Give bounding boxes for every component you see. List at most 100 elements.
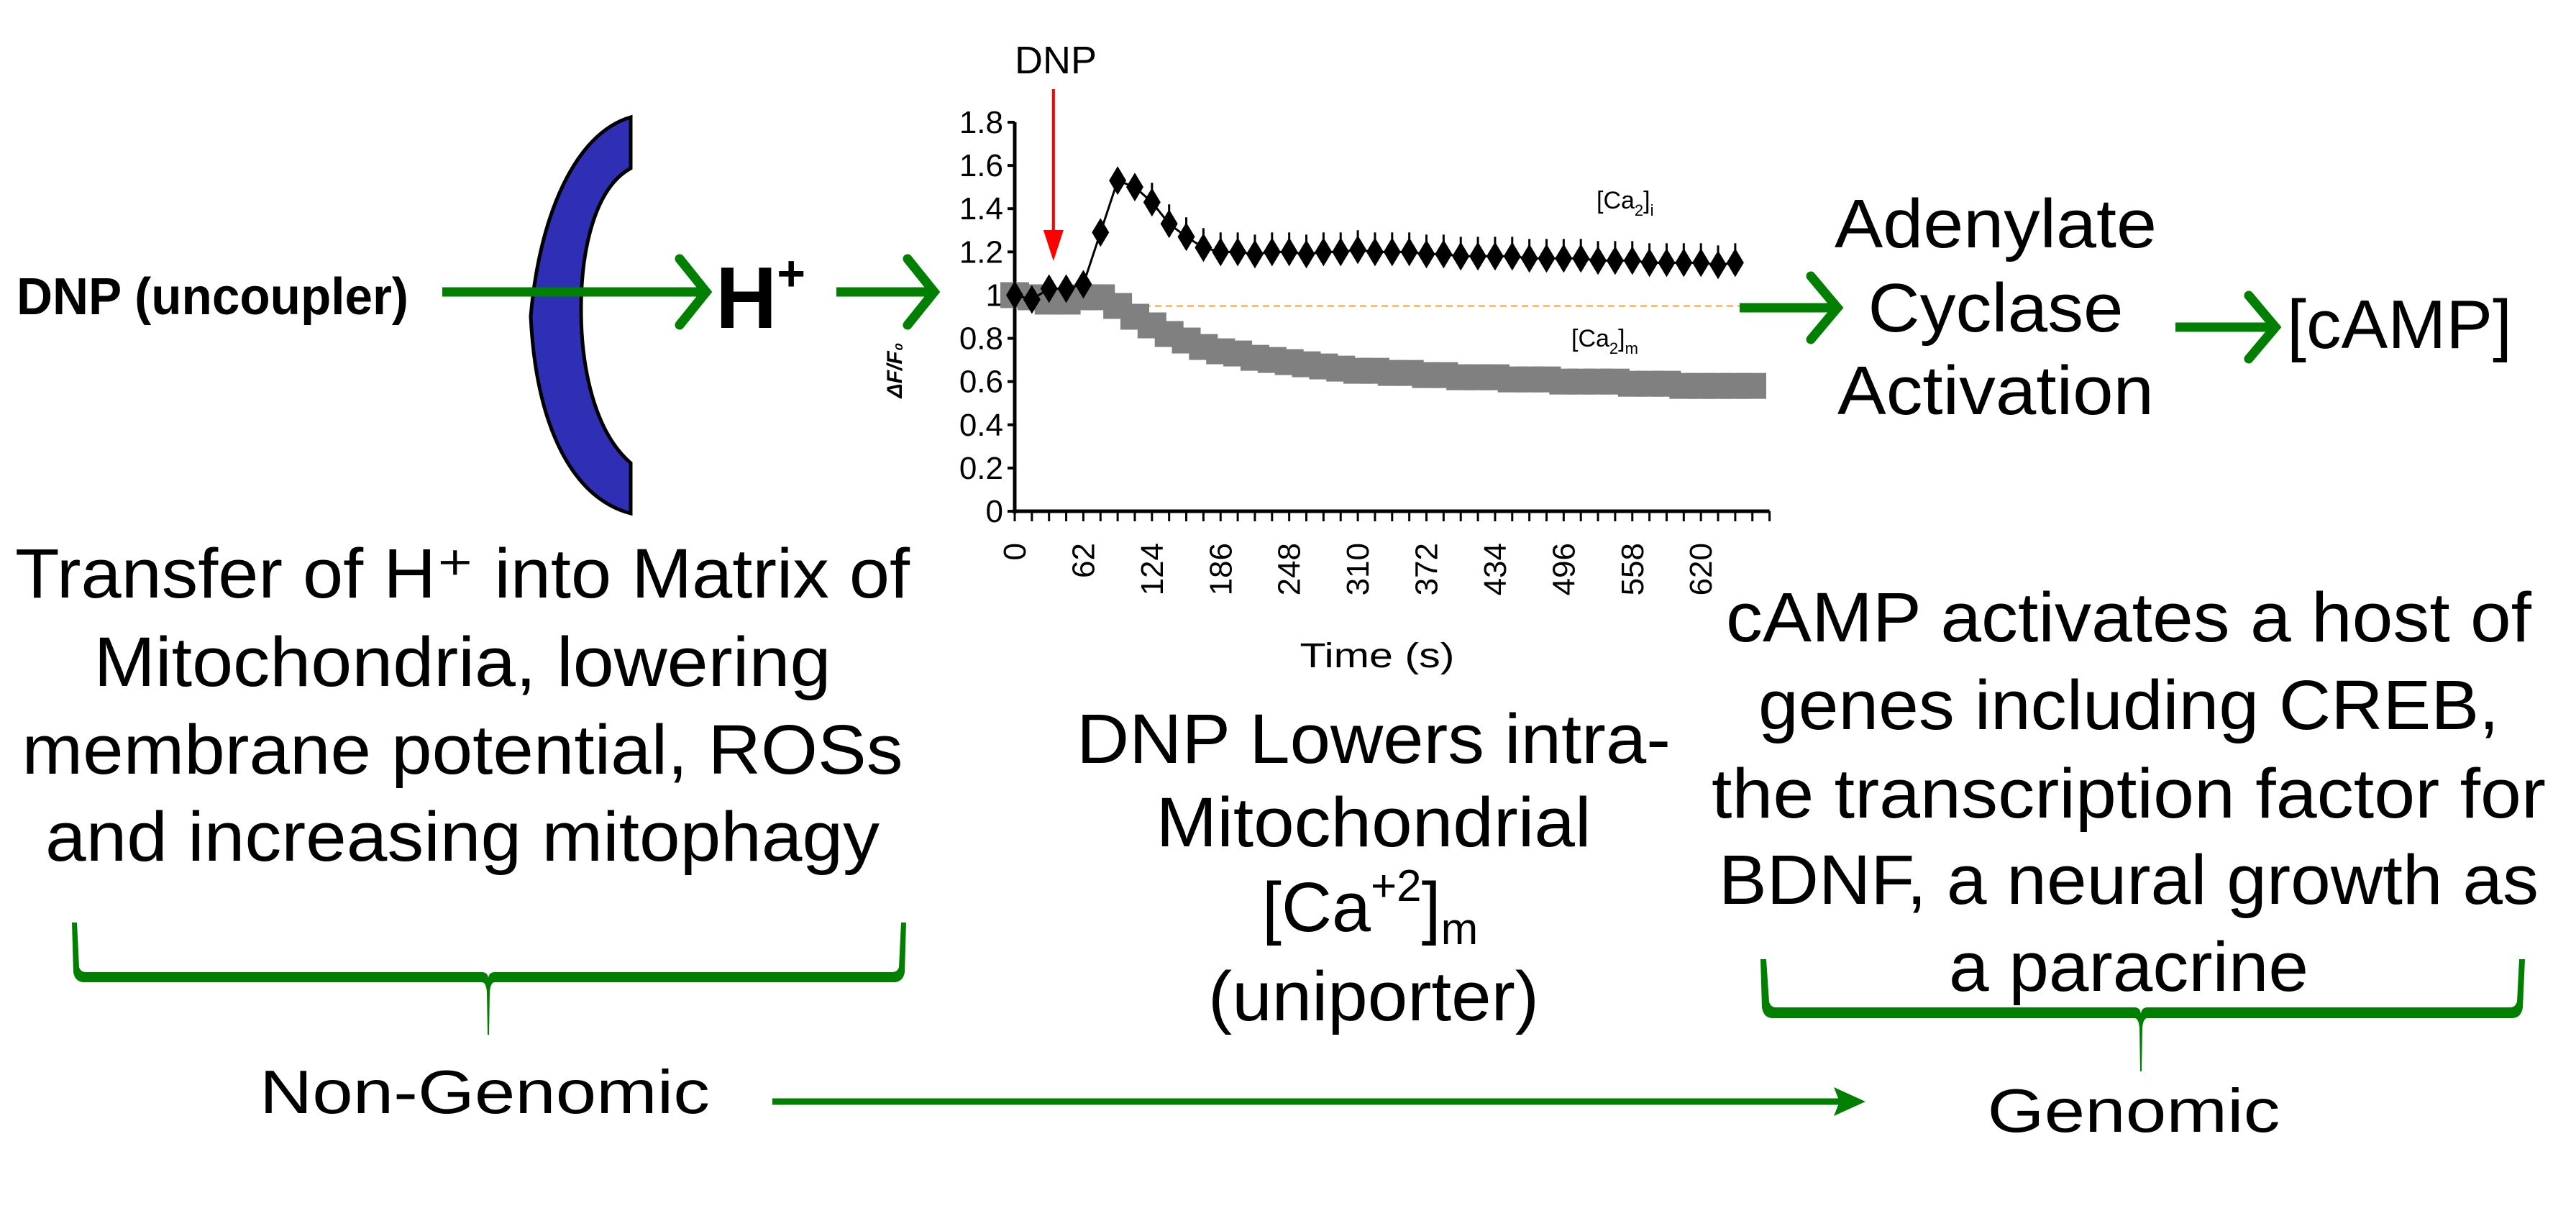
ca-i-data-point <box>1109 166 1127 196</box>
ca-i-data-point <box>1383 237 1401 267</box>
arrow-cyclase-to-camp <box>2175 290 2282 364</box>
x-tick-label: 0 <box>997 543 1033 560</box>
ca-i-data-point <box>1709 250 1727 280</box>
series-label-ca-i: [Ca2]i <box>1597 187 1654 219</box>
ca-i-data-point <box>1469 242 1487 271</box>
dnp-marker-label: DNP <box>1015 39 1097 82</box>
dnp-uncoupler-label: DNP (uncoupler) <box>17 268 408 326</box>
adenylate-cyclase-activation: Adenylate Cyclase Activation <box>1835 186 2157 429</box>
ca-i-data-point <box>1160 209 1178 239</box>
dnp-addition-arrowhead-icon <box>1043 230 1064 261</box>
ca-i-data-point <box>1435 239 1453 269</box>
ca-i-data-point <box>1229 237 1247 267</box>
ca-i-data-point <box>1315 237 1333 267</box>
ca-i-data-point <box>1417 239 1435 269</box>
x-tick-label: 496 <box>1546 543 1581 595</box>
uniporter-label: (uniporter) <box>1208 957 1539 1035</box>
ca-i-data-point <box>1332 237 1350 267</box>
x-tick-label: 248 <box>1272 543 1307 595</box>
ca-i-data-point <box>1538 244 1556 273</box>
y-tick-label: 0.6 <box>959 365 1003 400</box>
right-description-line: the transcription factor for <box>1712 754 2546 833</box>
chart-plot-area: 0 0.2 0.4 0.6 0.8 1 1.2 1.4 1.6 1.8 0 62 124 186 248 31… <box>959 89 1771 595</box>
x-tick-label: 620 <box>1684 543 1719 595</box>
ca-i-data-point <box>1606 246 1624 275</box>
ca-i-data-point <box>1125 173 1143 202</box>
ca-i-data-point <box>1263 237 1281 267</box>
left-description-line: and increasing mitophagy <box>45 797 880 876</box>
ca-i-data-point <box>1572 244 1590 273</box>
x-tick-label: 558 <box>1615 543 1650 595</box>
ca-m-data-point <box>1737 372 1766 399</box>
ca-i-data-point <box>1658 248 1676 278</box>
right-brace-icon <box>1760 959 2525 1071</box>
x-tick-label: 372 <box>1410 543 1445 595</box>
ca-i-data-point <box>1143 188 1161 217</box>
right-description-line: BDNF, a neural growth as <box>1719 841 2539 919</box>
ca-i-data-point <box>1040 274 1058 303</box>
h-ion-label: H+ <box>716 245 805 347</box>
right-description-line: cAMP activates a host of <box>1726 578 2532 656</box>
arrow-h-ion-to-chart <box>836 254 941 330</box>
ca-i-data-point <box>1675 248 1693 278</box>
ca-i-data-point <box>1246 239 1264 269</box>
y-tick-label: 1 <box>986 278 1003 313</box>
left-description: Transfer of H⁺ into Matrix of Mitochondr… <box>15 534 910 876</box>
mitochondrial-membrane-icon <box>529 114 633 516</box>
ca-i-data-point <box>1452 242 1470 271</box>
camp-label: [cAMP] <box>2287 286 2512 363</box>
arrow-chart-to-adenylate-cyclase <box>1740 271 1844 344</box>
right-description-line: a paracrine <box>1949 928 2308 1006</box>
enzyme-line: Cyclase <box>1868 270 2124 347</box>
ca-m-label: [Ca+2]m <box>1262 861 1478 954</box>
x-tick-label: 124 <box>1135 543 1170 595</box>
left-brace-icon <box>72 923 906 1035</box>
y-tick-label: 1.8 <box>959 105 1003 140</box>
non-genomic-label: Non-Genomic <box>260 1058 710 1127</box>
ca-i-data-point <box>1349 235 1367 265</box>
ca-i-data-point <box>1555 244 1573 273</box>
ca-i-data-point <box>1503 242 1521 271</box>
x-tick-label: 62 <box>1066 543 1101 578</box>
y-tick-label: 0.4 <box>959 408 1003 443</box>
ca-i-data-point <box>1212 237 1230 267</box>
series-label-ca-m: [Ca2]m <box>1571 325 1638 357</box>
ca-i-data-point <box>1640 248 1658 278</box>
right-description-line: genes including CREB, <box>1758 666 2499 744</box>
ca-i-data-point <box>1726 248 1744 278</box>
ca-i-data-point <box>1006 280 1023 310</box>
y-tick-label: 0.2 <box>959 451 1003 486</box>
left-description-line: membrane potential, ROSs <box>22 710 903 789</box>
left-description-line: Transfer of H⁺ into Matrix of <box>15 534 910 613</box>
ca-i-data-point <box>1057 274 1075 303</box>
x-tick-label: 310 <box>1340 543 1376 595</box>
ca-i-data-point <box>1195 233 1212 262</box>
y-tick-label: 1.6 <box>959 148 1003 183</box>
ca-i-data-point <box>1092 218 1110 247</box>
ca-i-data-point <box>1400 237 1418 267</box>
right-description: cAMP activates a host of genes including… <box>1712 578 2546 1006</box>
middle-description-line: DNP Lowers intra- <box>1077 700 1671 778</box>
x-tick-label: 186 <box>1203 543 1238 595</box>
ca-i-data-point <box>1074 270 1092 299</box>
ca-i-data-point <box>1297 239 1315 269</box>
x-axis-label: Time (s) <box>1300 637 1455 675</box>
genomic-label: Genomic <box>1988 1077 2280 1145</box>
calcium-chart: DNP 0 0.2 0.4 0.6 0.8 1 1.2 1.4 1.6 1.8 0 62 124 186 2… <box>883 39 1771 675</box>
y-tick-label: 1.2 <box>959 234 1003 270</box>
y-tick-label: 0.8 <box>959 321 1003 357</box>
ca-i-data-point <box>1366 237 1384 267</box>
arrow-dnp-to-h-ion <box>442 254 713 330</box>
ca-i-data-point <box>1589 246 1607 275</box>
enzyme-line: Activation <box>1837 352 2154 429</box>
ca-i-data-point <box>1623 246 1641 275</box>
ca-i-data-point <box>1520 244 1538 273</box>
x-tick-label: 434 <box>1478 543 1513 595</box>
y-axis-label: ΔF/F₀ <box>883 343 907 399</box>
arrow-non-genomic-to-genomic <box>772 1087 1865 1116</box>
middle-description: DNP Lowers intra- Mitochondrial [Ca+2]m … <box>1077 700 1671 1035</box>
ca-i-data-point <box>1692 248 1710 278</box>
enzyme-line: Adenylate <box>1835 186 2157 262</box>
ca-i-data-point <box>1486 242 1504 271</box>
